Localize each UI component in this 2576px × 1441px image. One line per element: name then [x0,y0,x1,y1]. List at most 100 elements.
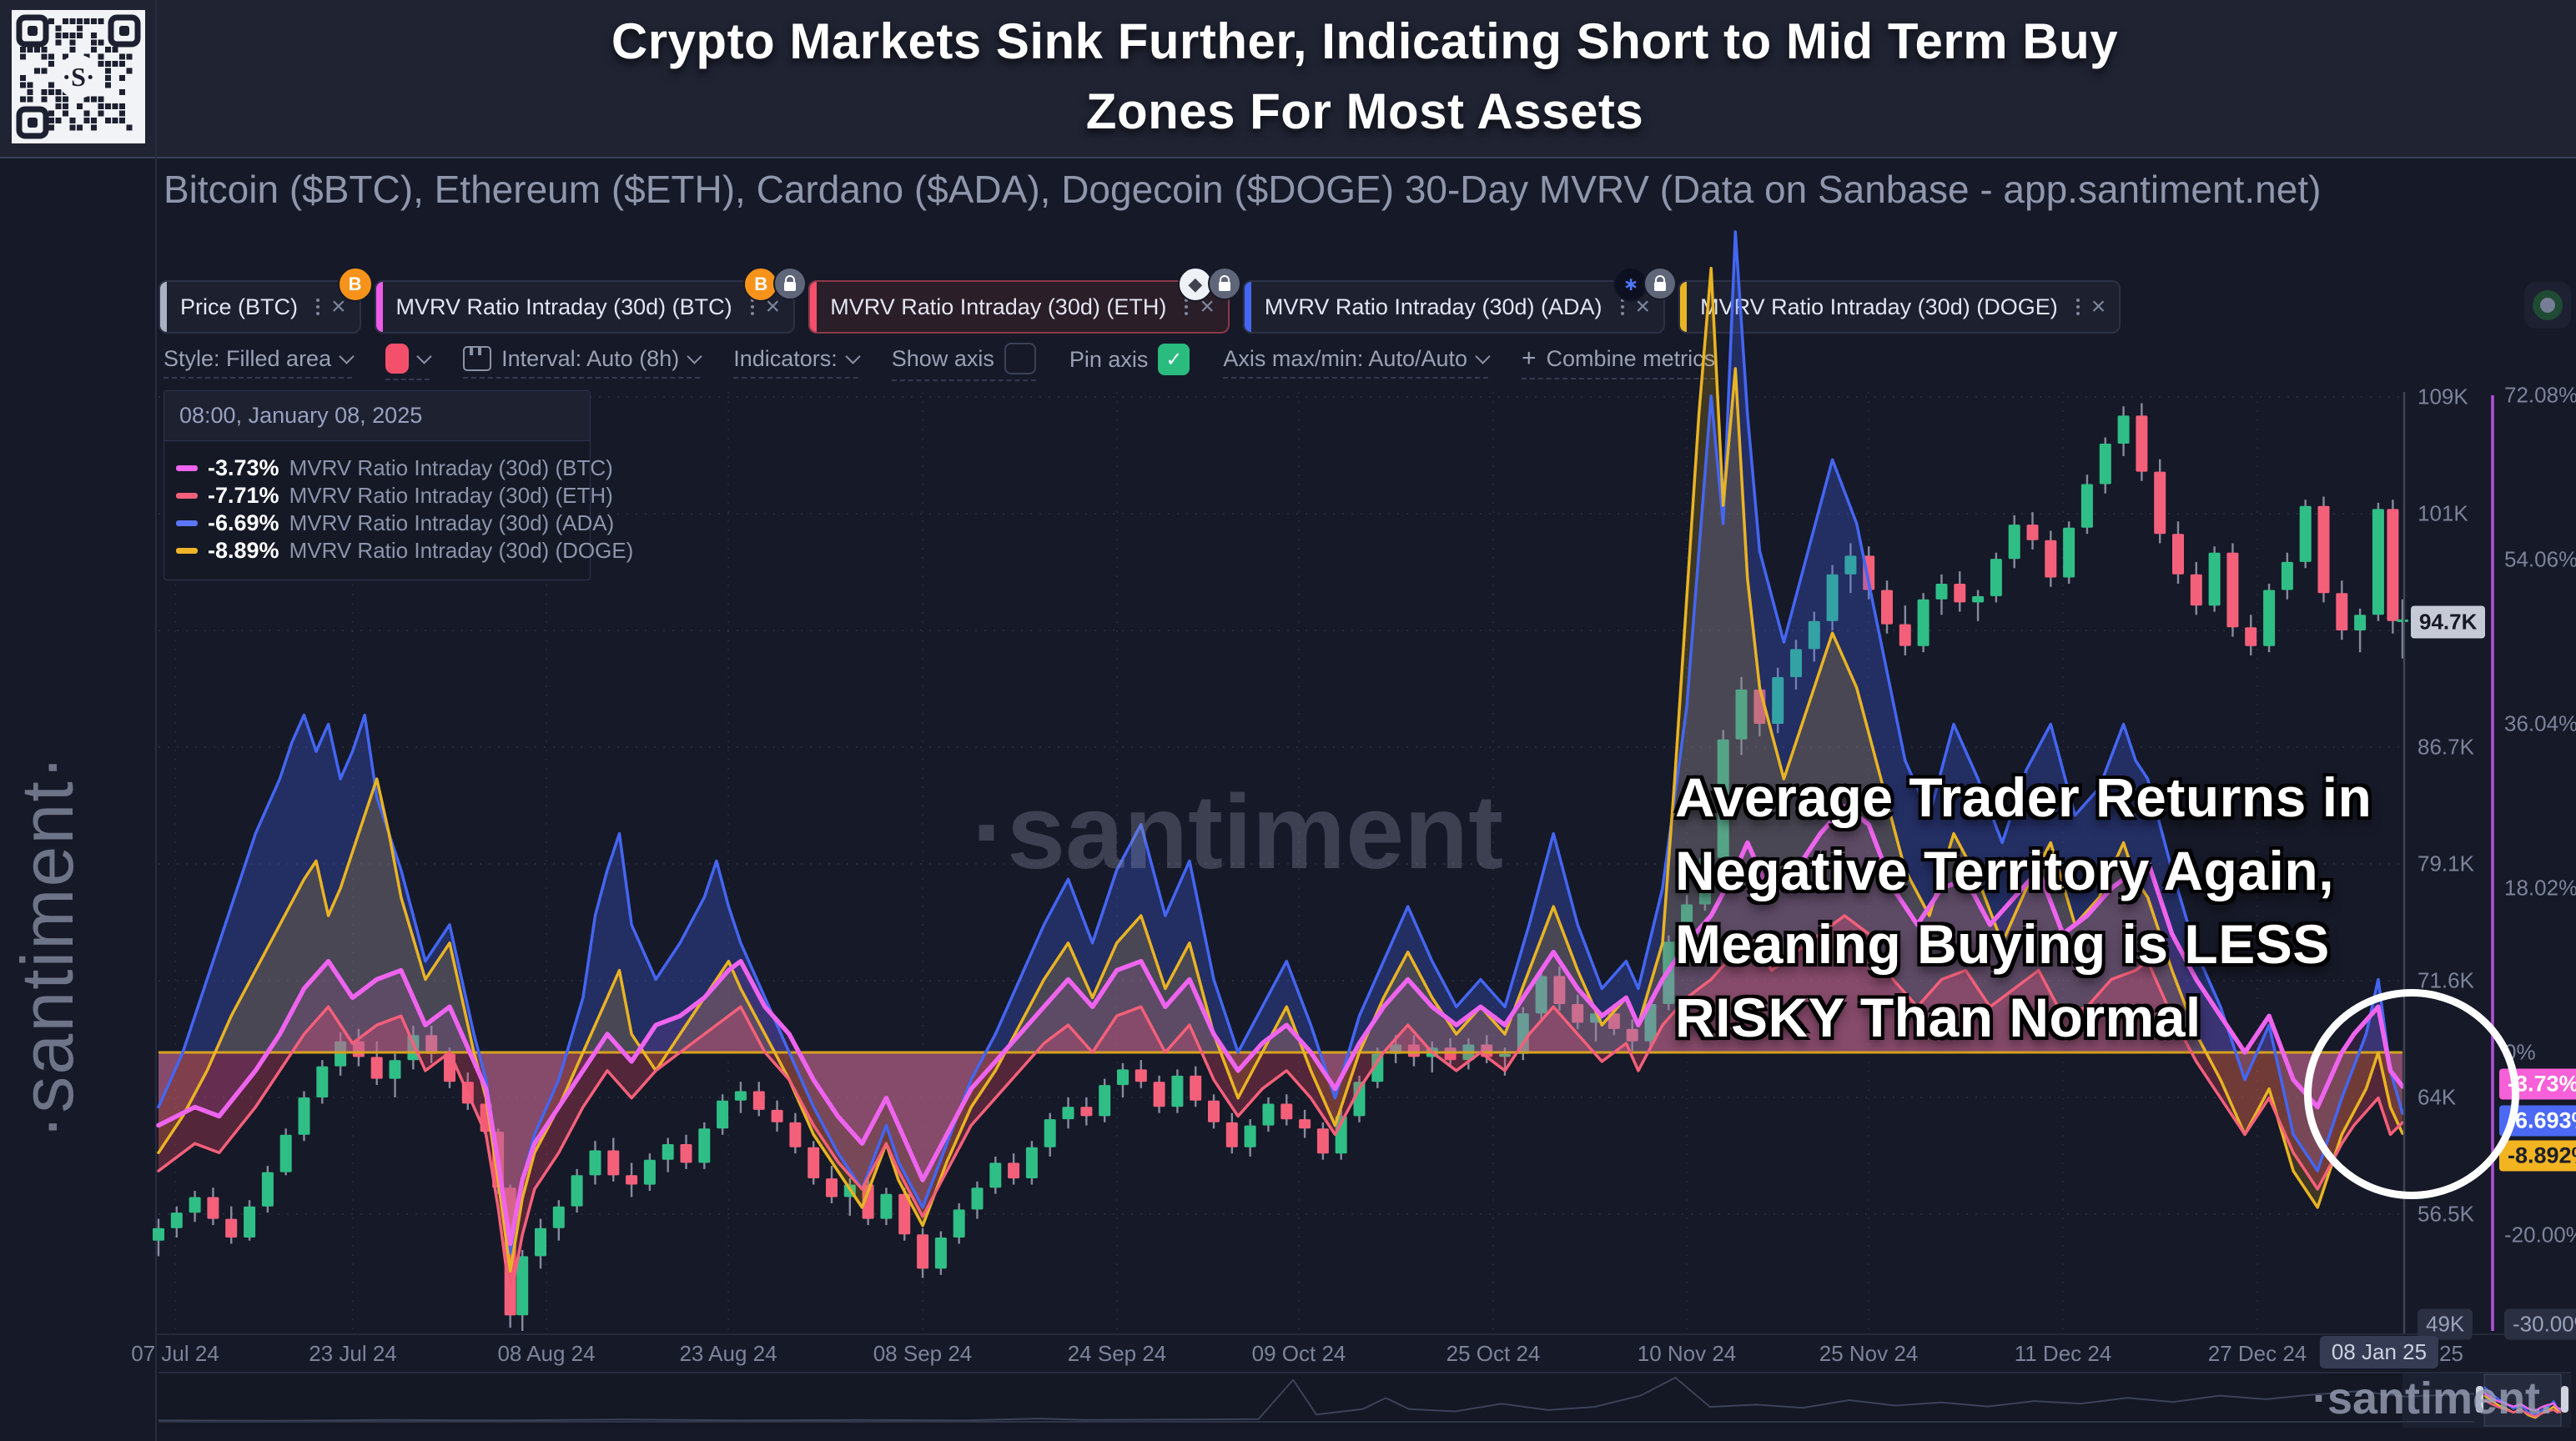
indicators-dropdown[interactable]: Indicators: [733,345,861,379]
date-axis-tick[interactable]: 08 Aug 24 [497,1341,596,1366]
qr-pattern: ·S· [12,10,145,143]
price-axis-tick: 79.1K [2418,851,2474,876]
kebab-menu-icon[interactable] [316,299,319,315]
chart-toolbar: Style: Filled area Interval: Auto (8h) I… [164,343,1716,381]
annotation-line: Meaning Buying is LESS [1675,913,2330,975]
kebab-menu-icon[interactable] [1620,299,1624,315]
ada-coin-icon: ∗ [1613,267,1649,302]
tab-label: MVRV Ratio Intraday (30d) (ADA) [1264,294,1602,319]
date-axis-tick[interactable]: 09 Oct 24 [1251,1341,1346,1366]
current-price-badge: 94.7K [2411,605,2486,639]
percent-axis-tick: 18.02% [2504,875,2576,901]
tab-label: MVRV Ratio Intraday (30d) (BTC) [395,294,732,319]
tab-mvrv-ratio-intraday-30d-eth-[interactable]: MVRV Ratio Intraday (30d) (ETH) × ◆ [808,267,1241,334]
status-ring-icon [2533,290,2563,320]
interval-dropdown[interactable]: Interval: Auto (8h) [463,345,702,379]
tab-asset-badges: B [337,267,373,302]
style-label: Style: Filled area [164,345,332,371]
close-icon[interactable]: × [2090,293,2106,320]
tab-accent-bar [160,282,167,332]
series-color-dash [176,520,198,526]
date-axis-tick[interactable]: 11 Dec 24 [2014,1341,2112,1366]
status-button[interactable] [2524,282,2571,329]
percent-axis-tick: 36.04% [2504,710,2576,736]
series-value-badge: -8.892% [2499,1140,2576,1172]
lock-icon [773,267,808,300]
plus-icon: + [1522,344,1537,372]
tooltip-row: -3.73% MVRV Ratio Intraday (30d) (BTC) [176,454,613,482]
page-title-line1: Crypto Markets Sink Further, Indicating … [611,13,2119,69]
series-value-badge: -3.73% [2499,1068,2576,1100]
show-axis-checkbox[interactable] [1004,343,1036,374]
percent-axis-tick: 54.06% [2504,546,2576,572]
color-dropdown[interactable] [385,344,432,380]
percent-axis-tick: -30.00% [2504,1308,2576,1340]
close-icon[interactable]: × [1635,293,1651,320]
metric-tabs: Price (BTC) × B MVRV Ratio Intraday (30d) (… [158,267,2121,334]
combine-metrics-button[interactable]: + Combine metrics [1522,344,1716,379]
series-color-dash [176,465,198,471]
price-axis-tick: 109K [2418,384,2468,409]
close-icon[interactable]: × [765,293,781,320]
date-axis-tick[interactable]: 10 Nov 24 [1637,1341,1737,1366]
date-axis-tick[interactable]: 07 Jul 24 [131,1341,219,1366]
date-axis-tick[interactable]: 24 Sep 24 [1067,1341,1167,1366]
tab-accent-bar [1680,282,1688,332]
close-icon[interactable]: × [1200,293,1215,320]
price-axis-tick: 71.6K [2418,967,2474,993]
tab-price-btc-[interactable]: Price (BTC) × B [158,267,373,334]
tab-asset-badges: B [743,267,808,302]
tab-asset-badges: ∗ [1613,267,1678,302]
interval-label: Interval: Auto (8h) [501,345,680,371]
lock-icon [1643,267,1678,300]
date-axis-tick: 25 [2439,1341,2463,1366]
btc-coin-icon: B [337,267,373,302]
lock-icon [1207,267,1241,300]
series-color-dash [176,548,198,554]
kebab-menu-icon[interactable] [1185,299,1189,315]
interval-icon [463,346,492,371]
close-icon[interactable]: × [331,293,346,320]
date-axis-tick[interactable]: 25 Oct 24 [1446,1341,1541,1366]
subtitle: Bitcoin ($BTC), Ethereum ($ETH), Cardano… [164,168,2322,211]
tooltip-value: -6.69% [208,510,279,535]
pin-axis-checkbox[interactable]: ✓ [1158,344,1190,375]
style-dropdown[interactable]: Style: Filled area [164,345,355,379]
show-axis-label: Show axis [891,345,994,371]
pin-axis-label: Pin axis [1069,346,1149,372]
annotation-line: RISKY Than Normal [1675,987,2201,1048]
indicators-label: Indicators: [733,345,838,371]
axis-maxmin-dropdown[interactable]: Axis max/min: Auto/Auto [1223,346,1491,379]
percent-axis-tick: -20.00% [2504,1222,2576,1248]
pin-axis-toggle[interactable]: Pin axis ✓ [1069,344,1190,380]
price-axis-tick: 101K [2418,500,2468,526]
date-axis-tick[interactable]: 27 Dec 24 [2207,1341,2307,1366]
tab-mvrv-ratio-intraday-30d-btc-[interactable]: MVRV Ratio Intraday (30d) (BTC) × B [374,267,808,334]
tooltip-label: MVRV Ratio Intraday (30d) (DOGE) [289,538,634,563]
price-axis-tick: 56.5K [2418,1201,2474,1227]
tab-label: MVRV Ratio Intraday (30d) (DOGE) [1700,294,2058,319]
percent-axis-tick: 72.08% [2504,382,2576,408]
tooltip-value: -3.73% [208,455,279,480]
tooltip-value: -7.71% [208,483,279,508]
date-axis-tick[interactable]: 23 Jul 24 [309,1341,397,1366]
tab-mvrv-ratio-intraday-30d-ada-[interactable]: MVRV Ratio Intraday (30d) (ADA) × ∗ [1242,267,1678,334]
price-axis-tick: 86.7K [2418,734,2474,760]
svg-text:·S·: ·S· [62,62,94,92]
kebab-menu-icon[interactable] [750,299,754,315]
status-dot-icon [2540,298,2555,313]
show-axis-toggle[interactable]: Show axis [891,343,1036,381]
kebab-menu-icon[interactable] [2075,299,2080,315]
tab-asset-badges: ◆ [1177,267,1241,302]
date-axis-tick[interactable]: 25 Nov 24 [1819,1341,1919,1366]
date-axis-tick[interactable]: 23 Aug 24 [679,1341,777,1366]
page-title-line2: Zones For Most Assets [1085,83,1644,139]
tab-mvrv-ratio-intraday-30d-doge-[interactable]: MVRV Ratio Intraday (30d) (DOGE) × [1678,280,2121,334]
tooltip-row: -7.71% MVRV Ratio Intraday (30d) (ETH) [176,482,613,510]
date-axis-tick[interactable]: 08 Sep 24 [873,1341,973,1366]
tab-label: Price (BTC) [180,294,298,319]
tooltip-label: MVRV Ratio Intraday (30d) (ETH) [289,483,613,508]
color-swatch [385,344,410,374]
combine-metrics-label: Combine metrics [1546,345,1716,371]
